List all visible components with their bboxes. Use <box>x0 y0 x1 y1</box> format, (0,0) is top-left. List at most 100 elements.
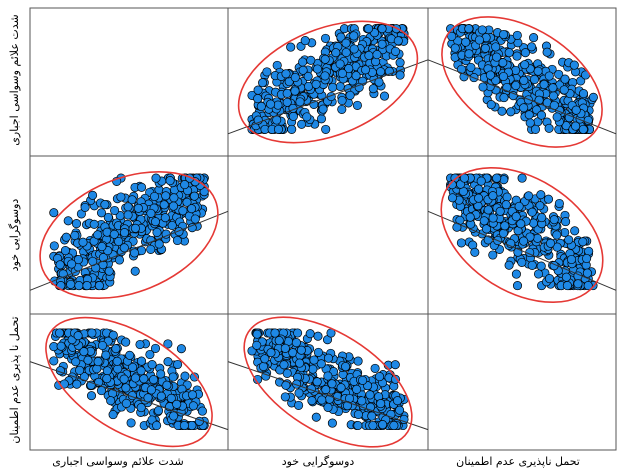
row-label-2: تحمل نا پذیری عدم اطمینان <box>8 316 21 443</box>
data-point <box>252 340 262 350</box>
data-point <box>337 104 347 114</box>
data-point <box>560 74 570 84</box>
data-point <box>104 266 114 276</box>
data-point <box>179 420 189 431</box>
data-point <box>377 39 387 49</box>
data-point <box>465 212 475 222</box>
data-point <box>103 212 113 222</box>
data-point <box>447 31 457 41</box>
data-point <box>533 66 543 76</box>
data-point <box>517 173 527 183</box>
data-point <box>582 268 592 278</box>
data-point <box>282 97 292 107</box>
data-point <box>67 259 77 269</box>
column-label-0: شدت علائم وسواسی اجباری <box>52 455 183 468</box>
data-point <box>393 36 403 46</box>
row-label-0: شدت علائم وسواسی اجباری <box>8 14 21 145</box>
data-point <box>529 74 540 85</box>
data-point <box>130 223 140 233</box>
data-point <box>287 124 297 134</box>
data-point <box>529 33 539 43</box>
matrix-panels <box>29 16 617 448</box>
data-point <box>97 340 108 351</box>
fit-line <box>427 210 617 291</box>
data-point <box>127 195 137 205</box>
data-point <box>163 357 173 367</box>
data-point <box>75 365 85 375</box>
data-point <box>156 391 166 401</box>
data-point <box>352 100 362 110</box>
data-point <box>353 409 363 420</box>
data-point <box>187 420 197 431</box>
data-point <box>306 55 316 65</box>
data-point <box>320 33 331 43</box>
data-point <box>349 44 359 54</box>
data-point <box>578 237 588 247</box>
data-point <box>544 123 554 133</box>
data-point <box>94 281 104 291</box>
data-point <box>165 176 175 186</box>
data-point <box>305 329 315 339</box>
data-point <box>353 420 363 431</box>
data-point <box>189 191 199 201</box>
data-point <box>297 119 307 129</box>
data-point <box>456 238 466 248</box>
data-point <box>363 24 374 34</box>
data-point <box>167 220 177 231</box>
data-point <box>508 91 518 101</box>
data-point <box>479 216 489 226</box>
data-point <box>93 357 103 367</box>
data-point <box>573 279 583 289</box>
data-point <box>512 51 522 61</box>
data-point <box>313 347 323 357</box>
data-point <box>352 384 362 394</box>
data-point <box>345 90 355 100</box>
data-point <box>561 217 571 227</box>
data-point <box>474 35 484 45</box>
data-point <box>360 65 371 75</box>
data-point <box>364 50 374 61</box>
data-point <box>320 54 330 64</box>
data-point <box>377 24 387 34</box>
data-point <box>519 236 529 246</box>
data-point <box>349 31 359 41</box>
data-point <box>101 350 111 360</box>
data-point <box>548 83 558 93</box>
data-point <box>121 383 131 393</box>
data-point <box>146 385 156 395</box>
data-point <box>583 281 593 291</box>
data-point <box>497 106 507 116</box>
data-point <box>312 64 323 74</box>
data-point <box>316 359 326 369</box>
data-point <box>189 372 200 382</box>
row-label-1: دوسوگرایی خود <box>8 199 21 272</box>
fit-line <box>227 361 429 431</box>
data-point <box>511 269 521 279</box>
data-point <box>375 372 385 382</box>
data-point <box>520 48 530 58</box>
data-point <box>72 379 82 389</box>
fit-line <box>227 59 429 135</box>
data-point <box>392 396 403 406</box>
data-point <box>159 200 169 210</box>
data-point <box>544 71 554 81</box>
data-point <box>499 29 509 40</box>
data-point <box>197 406 207 416</box>
data-point <box>280 343 290 353</box>
data-point <box>390 374 401 384</box>
data-point <box>328 82 338 92</box>
data-point <box>71 219 82 229</box>
data-point <box>336 32 346 42</box>
data-point <box>491 42 501 52</box>
data-point <box>478 82 488 92</box>
data-point <box>176 344 186 354</box>
data-point <box>136 356 147 366</box>
data-point <box>102 374 112 384</box>
data-point <box>511 212 521 222</box>
data-point <box>187 390 198 400</box>
data-point <box>130 266 140 276</box>
data-point <box>97 242 107 252</box>
data-point <box>502 192 512 202</box>
data-point <box>282 368 292 378</box>
